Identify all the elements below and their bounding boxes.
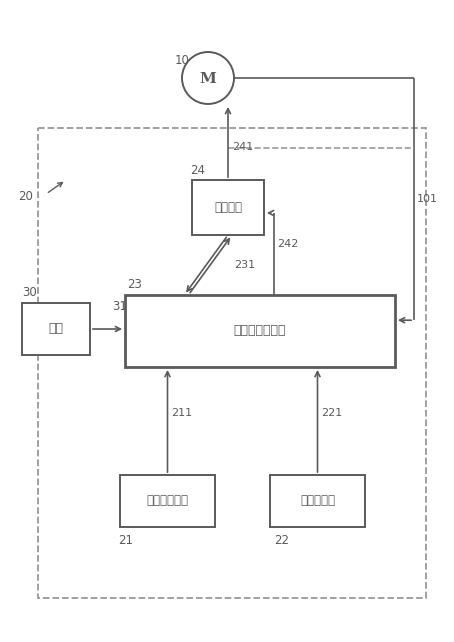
Text: 10: 10 [175, 53, 190, 67]
Text: 242: 242 [277, 239, 299, 249]
Text: 电源: 电源 [49, 322, 64, 336]
Text: 30: 30 [22, 286, 37, 300]
Bar [192, 180, 264, 235]
Text: 22: 22 [274, 535, 289, 548]
Text: 21: 21 [118, 535, 133, 548]
Text: 驱电控制调调器: 驱电控制调调器 [234, 324, 286, 338]
Text: 231: 231 [234, 260, 255, 270]
Text: 211: 211 [172, 408, 192, 418]
Text: 20: 20 [18, 189, 33, 202]
Bar [270, 475, 365, 527]
Text: 驱动电路: 驱动电路 [214, 201, 242, 214]
Bar [120, 475, 215, 527]
Text: 31: 31 [112, 300, 127, 313]
Text: M: M [200, 72, 217, 86]
Text: 101: 101 [417, 194, 438, 204]
Text: 23: 23 [127, 279, 142, 291]
Bar [125, 295, 395, 367]
Text: 221: 221 [321, 408, 343, 418]
Bar [22, 303, 90, 355]
Text: 驱动输入电路: 驱动输入电路 [147, 494, 188, 507]
Text: 坡度传感器: 坡度传感器 [300, 494, 335, 507]
Text: 241: 241 [232, 142, 253, 152]
Text: 24: 24 [190, 164, 205, 177]
Circle shape [182, 52, 234, 104]
Bar [38, 128, 426, 598]
